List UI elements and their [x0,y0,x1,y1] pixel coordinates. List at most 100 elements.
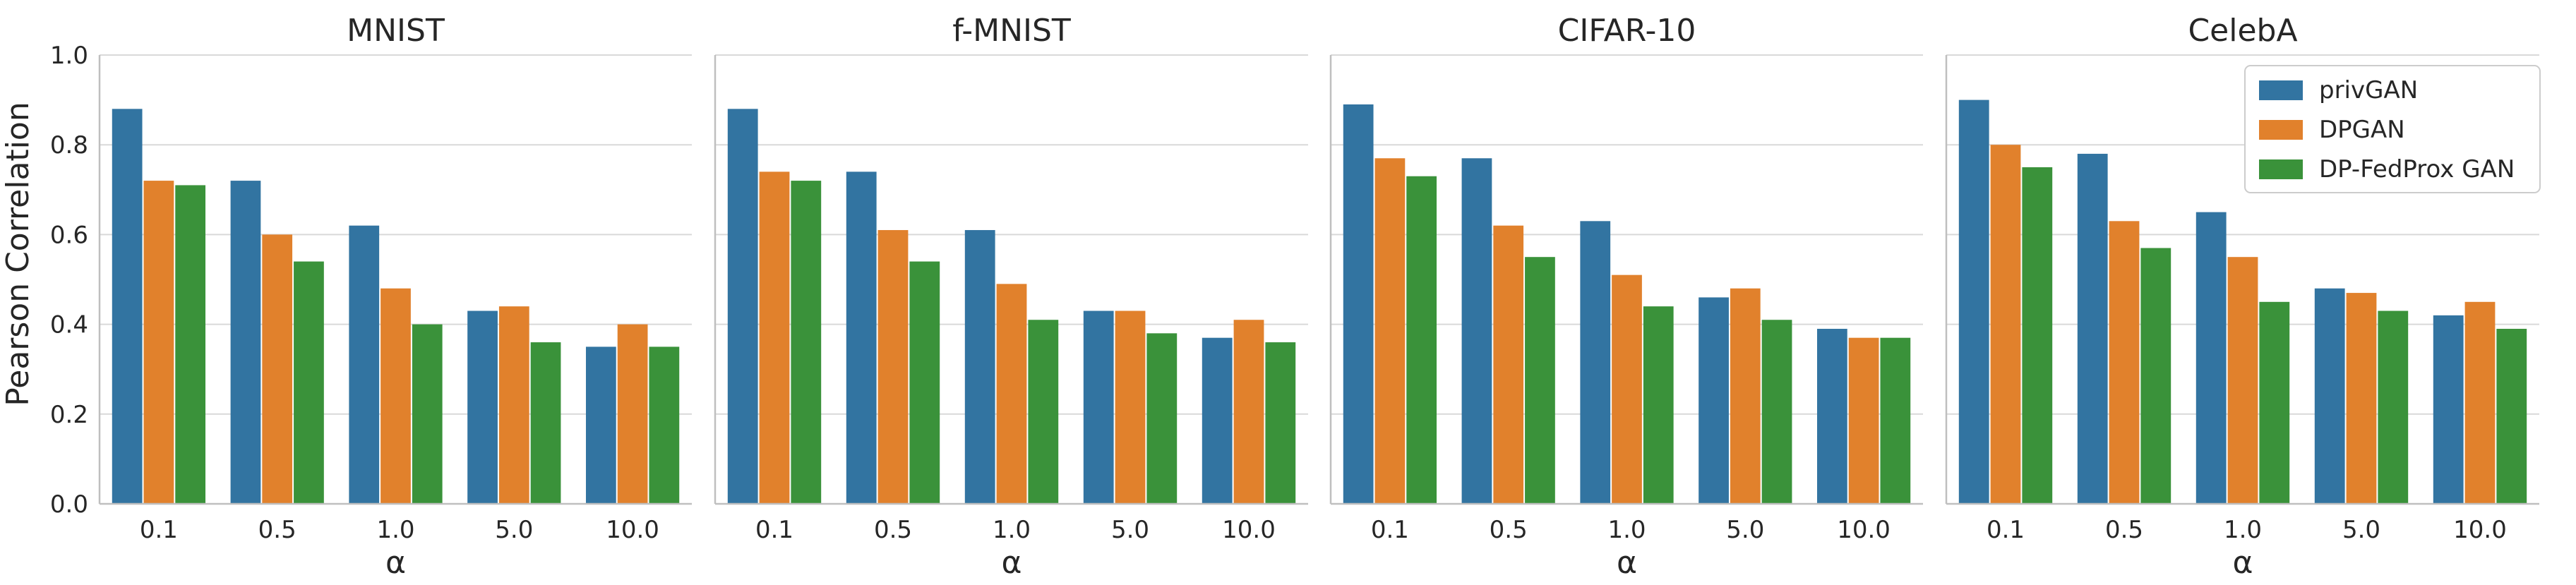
x-tick-label: 5.0 [495,516,533,544]
bar [617,324,648,504]
bar [1848,337,1879,504]
bar [846,171,877,505]
bar [1880,337,1911,504]
bar [1343,104,1374,504]
x-tick-label: 10.0 [2453,516,2507,544]
chart-panel: 0.1 0.5 1.0 5.0 10.0 CIFAR-10 α [1329,13,1923,581]
chart-title: MNIST [347,13,445,49]
bar [2464,301,2496,504]
bar [1374,158,1406,504]
x-tick-label: 10.0 [606,516,659,544]
bar [2227,257,2258,504]
bar [1493,225,1524,504]
x-tick-label: 0.1 [1987,516,2025,544]
legend-swatch [2259,80,2303,100]
x-tick-label: 10.0 [1222,516,1276,544]
legend-label: DPGAN [2319,116,2405,144]
bar [1233,320,1264,504]
y-axis-label: Pearson Correlation [0,102,36,406]
bar [2195,212,2227,504]
bar [530,342,561,504]
bar [1643,306,1674,504]
bar [467,310,498,504]
bar [381,288,411,504]
bar [2314,288,2345,504]
bar [1461,158,1492,504]
y-tick-label: 0.2 [50,401,88,429]
y-tick-label: 1.0 [50,42,88,70]
bar [1958,99,1989,505]
x-tick-label: 1.0 [376,516,414,544]
bar [1580,221,1611,504]
bar [175,185,206,504]
bar [1699,297,1729,504]
bar [2433,315,2464,504]
bar [877,230,909,504]
bar [2140,248,2171,504]
bar [143,181,174,504]
x-tick-label: 0.5 [2105,516,2143,544]
bar [349,225,380,504]
x-tick-label: 0.1 [140,516,178,544]
x-axis-label: α [1617,545,1637,581]
y-tick-label: 0.6 [50,221,88,249]
chart-title: f-MNIST [952,13,1071,49]
bar [1083,310,1114,504]
bar [498,306,529,504]
x-tick-label: 0.5 [258,516,296,544]
bar [1265,342,1296,504]
x-tick-label: 5.0 [1111,516,1149,544]
bar [1612,275,1642,504]
x-tick-label: 5.0 [1726,516,1764,544]
bar [1202,337,1233,504]
bar [1406,176,1437,504]
chart-panel: 0.1 0.5 1.0 5.0 10.0 f-MNIST α [714,13,1308,581]
x-axis-label: α [1001,545,1022,581]
bar [2259,301,2290,504]
bar [1146,333,1178,504]
bar [964,230,995,504]
bar [1761,320,1792,504]
legend-label: DP-FedProx GAN [2319,155,2515,183]
bar [1730,288,1761,504]
legend-swatch [2259,120,2303,140]
chart-panel: 0.1 0.5 1.0 5.0 10.0 CelebA α [1945,13,2539,581]
bar [262,234,293,504]
x-tick-label: 5.0 [2342,516,2380,544]
legend-box [2244,65,2541,193]
bar [1028,320,1059,504]
bar [791,181,822,504]
bar [1525,257,1555,504]
chart-panels: 0.1 0.5 1.0 5.0 10.0 0.0 0.2 0.4 0.6 0.8 1.0 MNIST α… [50,13,2539,581]
bar [294,261,324,504]
bar [996,284,1027,504]
bar [759,171,790,505]
y-tick-label: 0.4 [50,311,88,339]
bar [412,324,443,504]
bar [1816,328,1847,504]
x-axis-label: α [2232,545,2253,581]
bar [2378,310,2409,504]
bar [230,181,261,504]
x-axis-label: α [385,545,406,581]
x-tick-label: 1.0 [1607,516,1646,544]
legend: privGAN DPGAN DP-FedProx GAN [2244,65,2541,193]
bar [112,109,143,504]
x-tick-label: 0.5 [1490,516,1528,544]
chart-title: CIFAR-10 [1558,13,1696,49]
bar [2077,153,2108,505]
legend-label: privGAN [2319,76,2418,104]
y-tick-label: 0.0 [50,490,88,519]
bar [2346,293,2377,504]
x-tick-label: 1.0 [993,516,1031,544]
bar [2109,221,2140,504]
x-tick-label: 0.1 [755,516,793,544]
x-tick-label: 0.5 [874,516,912,544]
chart-title: CelebA [2188,13,2297,49]
x-tick-label: 1.0 [2224,516,2262,544]
bar [2022,167,2053,504]
bar [1115,310,1146,504]
bar [649,346,680,504]
bar [1990,145,2021,504]
